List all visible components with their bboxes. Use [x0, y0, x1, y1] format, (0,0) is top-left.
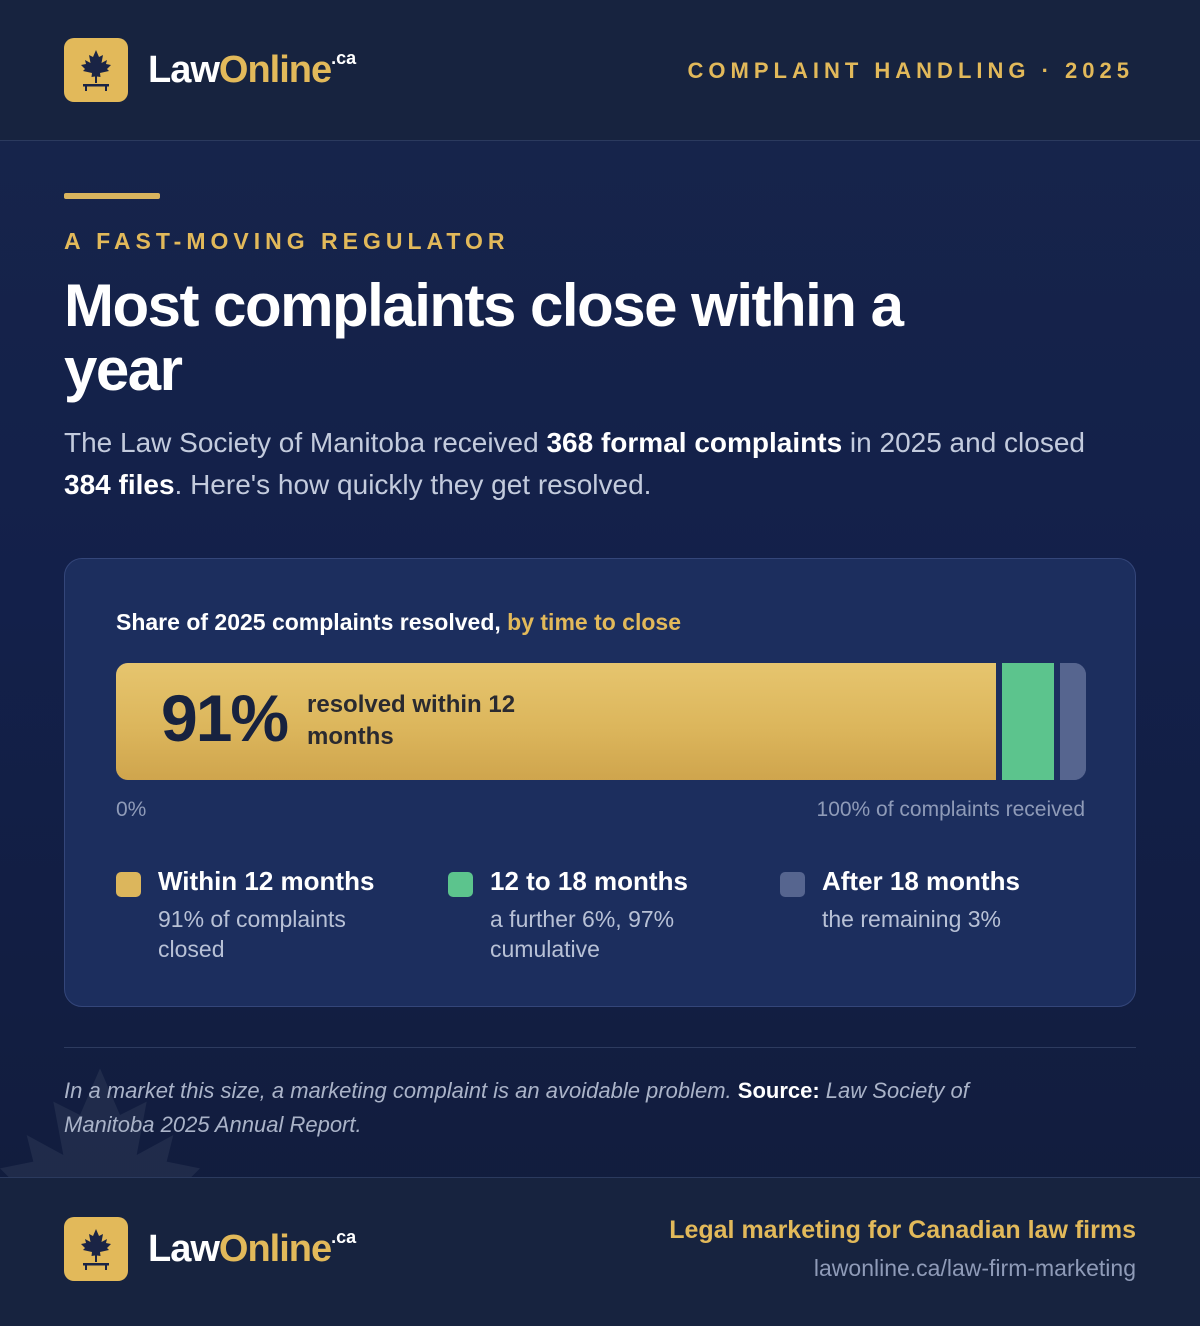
- lede-complaints-count: 368 formal complaints: [546, 427, 843, 458]
- legend-desc: a further 6%, 97% cumulative: [490, 906, 675, 962]
- maple-leaf-icon: [64, 38, 128, 102]
- bar-segment-12-to-18-months: [999, 663, 1057, 780]
- lede-text: The Law Society of Manitoba received: [64, 427, 547, 458]
- brand-wordmark: LawOnline.ca: [148, 1227, 357, 1270]
- brand-law: Law: [148, 1228, 220, 1270]
- chart-title-main: Share of 2025 complaints resolved,: [116, 609, 508, 635]
- header-tag: COMPLAINT HANDLING · 2025: [687, 58, 1134, 83]
- eyebrow: A FAST-MOVING REGULATOR: [64, 228, 510, 254]
- stacked-bar: 91% resolved within 12 months: [116, 663, 1086, 780]
- footnote: In a market this size, a marketing compl…: [64, 1074, 1064, 1142]
- bar-data-label-caption: resolved within 12 months: [307, 691, 516, 750]
- footer-url-link[interactable]: lawonline.ca/law-firm-marketing: [813, 1255, 1136, 1281]
- axis-min-label: 0%: [116, 798, 147, 821]
- lede-paragraph: The Law Society of Manitoba received 368…: [64, 422, 1104, 506]
- legend-name: Within 12 months: [158, 866, 375, 896]
- footer-tagline: Legal marketing for Canadian law firms: [669, 1216, 1136, 1244]
- legend-desc: 91% of complaints closed: [158, 906, 346, 962]
- bar-segment-after-18-months: [1057, 663, 1086, 780]
- maple-leaf-icon: [64, 1217, 128, 1281]
- axis-max-label: 100% of complaints received: [816, 798, 1085, 821]
- page-title: Most complaints close within a year: [64, 272, 904, 403]
- bar-segment-divider: [996, 663, 1002, 780]
- bar-segment-divider: [1054, 663, 1060, 780]
- brand-logo-top[interactable]: LawOnline.ca: [64, 38, 356, 102]
- divider: [64, 1047, 1136, 1048]
- footnote-source-label: Source:: [737, 1078, 820, 1103]
- bar-segment-within-12-months: [116, 663, 999, 780]
- legend-name: 12 to 18 months: [490, 866, 688, 896]
- brand-ca: .ca: [331, 48, 357, 68]
- legend-swatch: [116, 872, 141, 897]
- bar-data-label-value: 91%: [161, 681, 289, 755]
- header-bar: [0, 0, 1200, 141]
- lede-text: in 2025 and closed: [842, 427, 1085, 458]
- lede-text: . Here's how quickly they get resolved.: [174, 469, 652, 500]
- chart-card: Share of 2025 complaints resolved, by ti…: [64, 558, 1136, 1007]
- footer-bar: [0, 1177, 1200, 1326]
- chart-title-highlight: by time to close: [507, 609, 681, 635]
- brand-wordmark: LawOnline.ca: [148, 48, 357, 91]
- footnote-source-text: Law Society of Manitoba 2025 Annual Repo…: [64, 1078, 969, 1137]
- legend-swatch: [780, 872, 805, 897]
- brand-law: Law: [148, 49, 220, 91]
- brand-logo-bottom[interactable]: LawOnline.ca: [64, 1217, 356, 1281]
- lede-files-count: 384 files: [64, 469, 175, 500]
- footnote-text: In a market this size, a marketing compl…: [64, 1078, 738, 1103]
- brand-online: Online: [218, 49, 332, 91]
- brand-ca: .ca: [331, 1227, 357, 1247]
- legend-desc: the remaining 3%: [822, 906, 1001, 932]
- legend-name: After 18 months: [822, 866, 1020, 896]
- brand-online: Online: [218, 1228, 332, 1270]
- legend-swatch: [448, 872, 473, 897]
- accent-rule: [64, 193, 160, 199]
- chart-title: Share of 2025 complaints resolved, by ti…: [116, 609, 681, 636]
